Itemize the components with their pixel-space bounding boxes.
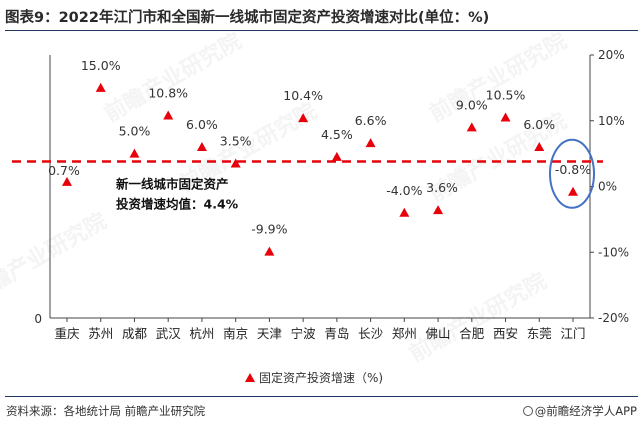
- data-marker: [129, 148, 140, 158]
- data-marker: [534, 142, 545, 152]
- data-marker: [163, 110, 174, 120]
- data-label: 9.0%: [456, 97, 488, 112]
- x-tick-label: 西安: [493, 326, 518, 341]
- data-marker: [95, 82, 106, 92]
- data-marker: [264, 246, 275, 256]
- title-rule: [5, 30, 638, 31]
- x-tick-label: 郑州: [392, 326, 417, 341]
- y-right-tick-label: -20%: [598, 311, 629, 325]
- source-note: 资料来源：各地统计局 前瞻产业研究院: [6, 404, 206, 418]
- data-label: 4.5%: [321, 127, 353, 142]
- data-label: -0.8%: [555, 162, 591, 177]
- data-marker: [433, 205, 444, 215]
- data-label: 10.4%: [283, 88, 323, 103]
- x-tick-label: 南京: [223, 326, 248, 341]
- data-marker: [62, 176, 72, 186]
- chart-svg: 0 20% 10% 0% -10% -20% 重庆 苏州 成都 武汉 杭州 南京 天津 宁波 青岛 长沙 郑州佛…: [12, 48, 629, 385]
- data-label: -9.9%: [251, 222, 287, 237]
- x-tick-label: 宁波: [291, 326, 317, 341]
- data-marker: [500, 112, 511, 122]
- average-label: 新一线城市固定资产: [116, 177, 229, 192]
- x-tick-label: 青岛: [324, 326, 349, 341]
- y-right-tick-label: -10%: [598, 245, 629, 259]
- x-tick-label: 重庆: [54, 326, 80, 341]
- y-left-tick-label: 0: [34, 312, 42, 326]
- data-marker: [298, 113, 309, 123]
- legend-label: 固定资产投资增速（%): [259, 370, 383, 385]
- highlight-ring: [549, 138, 595, 209]
- y-right-tick-label: 20%: [598, 48, 625, 62]
- x-tick-label: 武汉: [156, 326, 182, 341]
- brand-text: @前瞻经济学人APP: [534, 404, 637, 418]
- data-label: 10.5%: [486, 87, 526, 102]
- y-right-tick-label: 10%: [598, 114, 625, 128]
- data-marker: [399, 207, 410, 217]
- x-tick-label: 合肥: [459, 326, 485, 341]
- average-label: 投资增速均值：4.4%: [116, 197, 239, 212]
- data-label: 5.0%: [119, 124, 151, 139]
- y-right-tick-label: 0%: [598, 180, 617, 194]
- x-tick-label: 佛山: [426, 326, 451, 341]
- brand-logo-icon: [522, 406, 533, 416]
- data-marker: [365, 138, 376, 148]
- data-label: 15.0%: [81, 58, 121, 73]
- x-tick-label: 江门: [560, 326, 585, 341]
- data-marker: [466, 122, 477, 132]
- data-label: 3.5%: [220, 133, 252, 148]
- brand-credit: @前瞻经济学人APP: [522, 403, 637, 419]
- data-marker: [230, 158, 241, 168]
- data-label: 0.7%: [48, 163, 80, 178]
- data-marker: [331, 151, 342, 161]
- footer-rule: [5, 396, 638, 397]
- x-tick-label: 苏州: [88, 326, 113, 341]
- data-label: 6.0%: [186, 117, 218, 132]
- data-label: -4.0%: [386, 183, 422, 198]
- data-marker: [196, 142, 207, 152]
- data-label: 3.6%: [426, 180, 458, 195]
- data-label: 10.8%: [148, 85, 188, 100]
- x-tick-label: 杭州: [189, 326, 214, 341]
- chart-title: 图表9：2022年江门市和全国新一线城市固定资产投资增速对比(单位：%): [5, 10, 490, 26]
- x-tick-label: 天津: [257, 326, 282, 341]
- x-tick-label: 成都: [122, 326, 148, 341]
- data-marker: [568, 186, 578, 196]
- data-label: 6.0%: [523, 117, 555, 132]
- legend-marker: [245, 373, 255, 382]
- x-tick-label: 东莞: [527, 326, 552, 341]
- data-label: 6.6%: [355, 113, 387, 128]
- x-tick-label: 长沙: [358, 326, 384, 341]
